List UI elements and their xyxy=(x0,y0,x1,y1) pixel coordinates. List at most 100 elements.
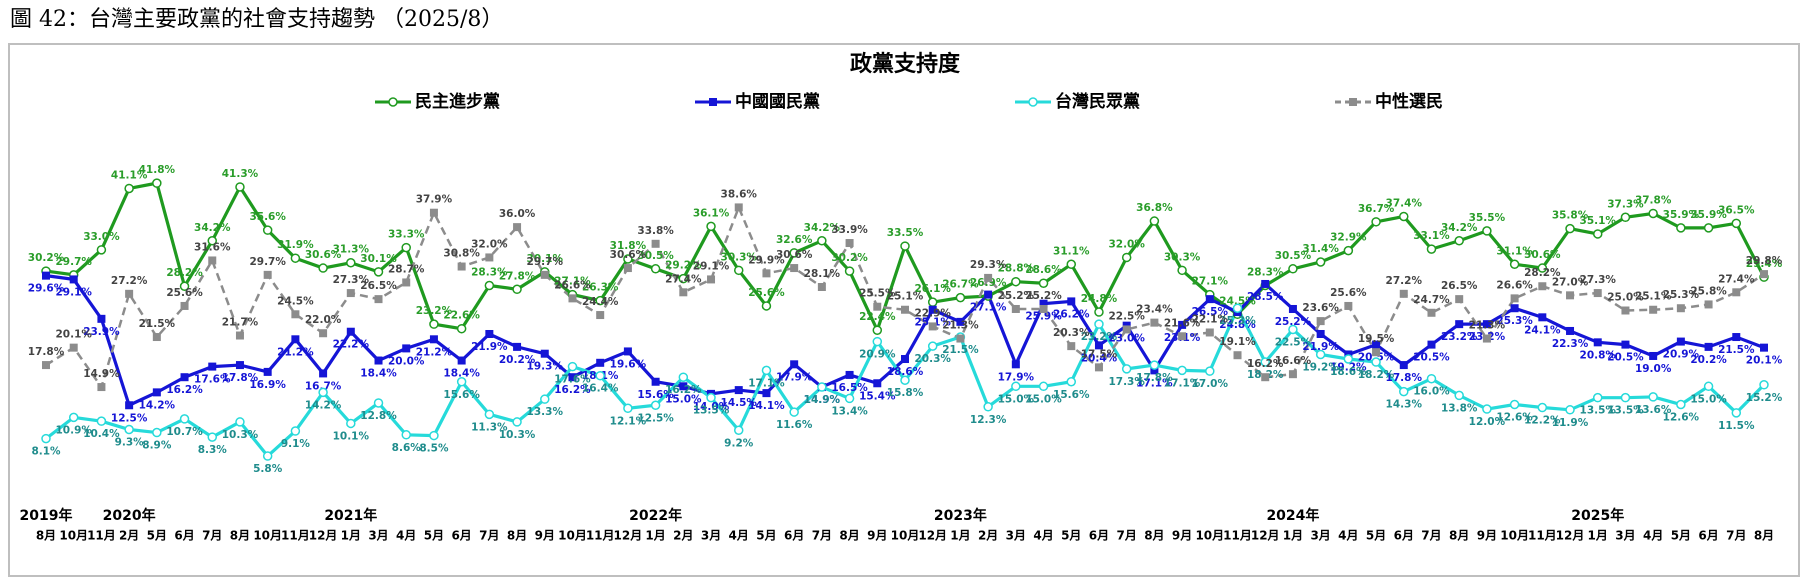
value-label: 17.8% xyxy=(222,372,259,384)
value-label: 13.5% xyxy=(693,405,730,417)
marker xyxy=(208,256,217,265)
value-label: 20.1% xyxy=(55,329,92,341)
marker xyxy=(97,314,106,323)
value-label: 23.9% xyxy=(83,326,120,338)
marker xyxy=(762,389,771,398)
legend: 民主進步黨 中國國民黨 台灣民眾黨 中性選民 xyxy=(375,91,1443,112)
x-tick-label: 7月 xyxy=(202,529,222,543)
marker xyxy=(540,349,549,358)
marker xyxy=(1039,304,1048,313)
value-label: 19.2% xyxy=(1330,361,1367,373)
marker xyxy=(1620,212,1631,223)
value-label: 36.7% xyxy=(1358,203,1395,215)
marker xyxy=(290,426,301,436)
marker xyxy=(1121,364,1132,374)
marker xyxy=(596,358,605,367)
value-label: 20.2% xyxy=(499,354,536,366)
value-label: 23.0% xyxy=(1108,333,1145,345)
value-label: 19.5% xyxy=(1358,333,1395,345)
value-label: 30.2% xyxy=(831,252,868,264)
marker xyxy=(900,241,910,251)
value-label: 21.3% xyxy=(942,320,979,332)
marker xyxy=(567,361,578,372)
marker xyxy=(1566,326,1575,335)
value-label: 17.5% xyxy=(1081,348,1118,360)
marker xyxy=(180,373,189,382)
x-tick-label: 5月 xyxy=(756,529,776,543)
marker xyxy=(1178,332,1187,341)
marker xyxy=(650,264,661,274)
marker xyxy=(623,403,633,414)
value-label: 33.0% xyxy=(83,231,120,243)
marker xyxy=(678,273,689,284)
value-label: 22.9% xyxy=(914,307,951,319)
marker xyxy=(1510,304,1519,313)
value-label: 25.9% xyxy=(1025,311,1062,323)
value-label: 9.2% xyxy=(724,437,754,449)
marker xyxy=(706,392,716,403)
value-label: 20.5% xyxy=(1413,352,1450,364)
marker xyxy=(706,221,716,232)
value-label: 27.8% xyxy=(499,270,536,282)
value-label: 16.2% xyxy=(166,384,203,396)
marker xyxy=(207,236,218,246)
x-tick-label: 11月 xyxy=(281,529,310,543)
value-label: 37.3% xyxy=(1607,198,1644,210)
marker xyxy=(346,257,356,268)
value-label: 23.2% xyxy=(416,305,453,317)
value-label: 19.2% xyxy=(1302,361,1339,373)
value-label: 15.4% xyxy=(859,390,896,402)
value-label: 19.0% xyxy=(1635,363,1672,375)
x-tick-label: 3月 xyxy=(368,529,388,543)
marker xyxy=(1288,264,1298,274)
marker xyxy=(456,377,467,387)
value-label: 27.3% xyxy=(1580,274,1617,286)
value-label: 25.3% xyxy=(1496,315,1533,327)
value-label: 30.6% xyxy=(305,249,342,261)
value-label: 28.5% xyxy=(1247,291,1284,303)
x-tick-label: 2月 xyxy=(978,529,998,543)
value-label: 27.1% xyxy=(970,302,1007,314)
marker xyxy=(1178,320,1187,329)
marker xyxy=(262,225,273,235)
value-label: 22.3% xyxy=(1552,338,1589,350)
value-label: 14.1% xyxy=(748,400,785,412)
x-tick-label: 4月 xyxy=(1338,529,1358,543)
x-tick-label: 9月 xyxy=(867,529,887,543)
x-tick-label: 1月 xyxy=(1283,529,1303,543)
x-tick-label: 4月 xyxy=(729,529,749,543)
value-label: 28.3% xyxy=(1247,266,1284,278)
value-label: 21.2% xyxy=(416,346,453,358)
marker xyxy=(1455,320,1464,329)
x-tick-label: 12月 xyxy=(1556,529,1585,543)
marker xyxy=(319,369,328,378)
x-tick-label: 7月 xyxy=(1116,529,1136,543)
marker xyxy=(484,280,495,291)
marker xyxy=(1288,324,1298,335)
value-label: 11.9% xyxy=(1552,417,1589,429)
value-label: 29.2% xyxy=(665,260,702,272)
value-label: 12.1% xyxy=(610,415,647,427)
value-label: 26.3% xyxy=(582,282,619,294)
marker xyxy=(540,270,549,279)
marker xyxy=(568,294,577,303)
value-label: 25.6% xyxy=(1330,287,1367,299)
x-tick-label: 11月 xyxy=(87,529,116,543)
value-label: 10.9% xyxy=(55,424,92,436)
value-label: 25.6% xyxy=(748,287,785,299)
marker xyxy=(817,283,826,292)
x-tick-label: 12月 xyxy=(614,529,643,543)
marker xyxy=(817,236,827,246)
value-label: 16.7% xyxy=(305,380,342,392)
value-label: 18.4% xyxy=(443,368,480,380)
marker xyxy=(1731,408,1742,418)
x-tick-label: 8月 xyxy=(839,529,859,543)
value-label: 22.4% xyxy=(859,311,896,323)
value-label: 14.9% xyxy=(83,368,120,380)
marker xyxy=(1482,320,1491,329)
value-label: 20.3% xyxy=(1053,327,1090,339)
marker xyxy=(679,288,688,297)
value-label: 15.0% xyxy=(1690,393,1727,405)
value-label: 32.6% xyxy=(776,234,813,246)
marker xyxy=(1426,244,1437,254)
